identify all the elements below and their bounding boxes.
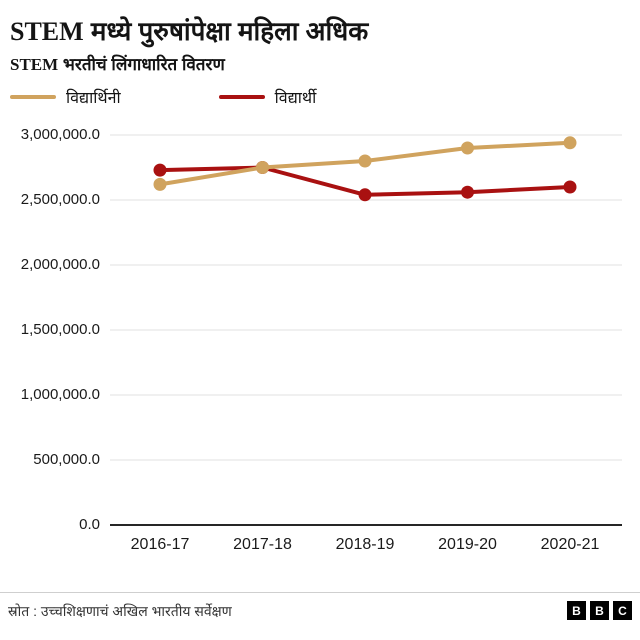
chart-legend: विद्यार्थिनी विद्यार्थी [10,86,316,108]
footer-divider [0,592,640,593]
legend-swatch-female [10,95,56,99]
title-devanagari-part: मध्ये पुरुषांपेक्षा महिला अधिक [83,16,369,46]
y-tick-label: 1,000,000.0 [20,386,100,403]
legend-item-female: विद्यार्थिनी [10,86,121,108]
y-tick-label: 1,500,000.0 [20,321,100,338]
legend-label-female: विद्यार्थिनी [66,90,121,107]
title-latin-part: STEM [10,17,84,46]
x-tick-label: 2017-18 [233,536,292,553]
bbc-logo-block: B [567,601,586,620]
x-tick-label: 2019-20 [438,536,497,553]
bbc-logo-block: B [590,601,609,620]
bbc-logo-block: C [613,601,632,620]
chart-area: 0.0 500,000.0 1,000,000.0 1,500,000.0 2,000,… [0,122,640,562]
y-tick-label: 0.0 [79,516,100,533]
x-tick-label: 2016-17 [130,536,190,553]
subtitle-devanagari-part: भरतीचं लिंगाधारित वितरण [58,55,225,74]
y-tick-label: 2,000,000.0 [20,256,100,273]
legend-item-male: विद्यार्थी [218,86,317,108]
page-title: STEM मध्ये पुरुषांपेक्षा महिला अधिक [10,12,368,48]
legend-label-male: विद्यार्थी [274,90,317,107]
chart-subtitle: STEM भरतीचं लिंगाधारित वितरण [10,52,225,75]
y-tick-label: 500,000.0 [33,451,100,468]
legend-swatch-male [218,95,265,99]
x-tick-label: 2018-19 [335,536,395,553]
line-chart-plot [110,134,622,526]
y-tick-label: 3,000,000.0 [20,126,100,143]
y-tick-label: 2,500,000.0 [20,191,100,208]
source-text: स्रोत : उच्चशिक्षणाचं अखिल भारतीय सर्वेक… [8,603,232,619]
subtitle-latin-part: STEM [10,55,59,74]
x-tick-label: 2020-21 [540,536,600,553]
